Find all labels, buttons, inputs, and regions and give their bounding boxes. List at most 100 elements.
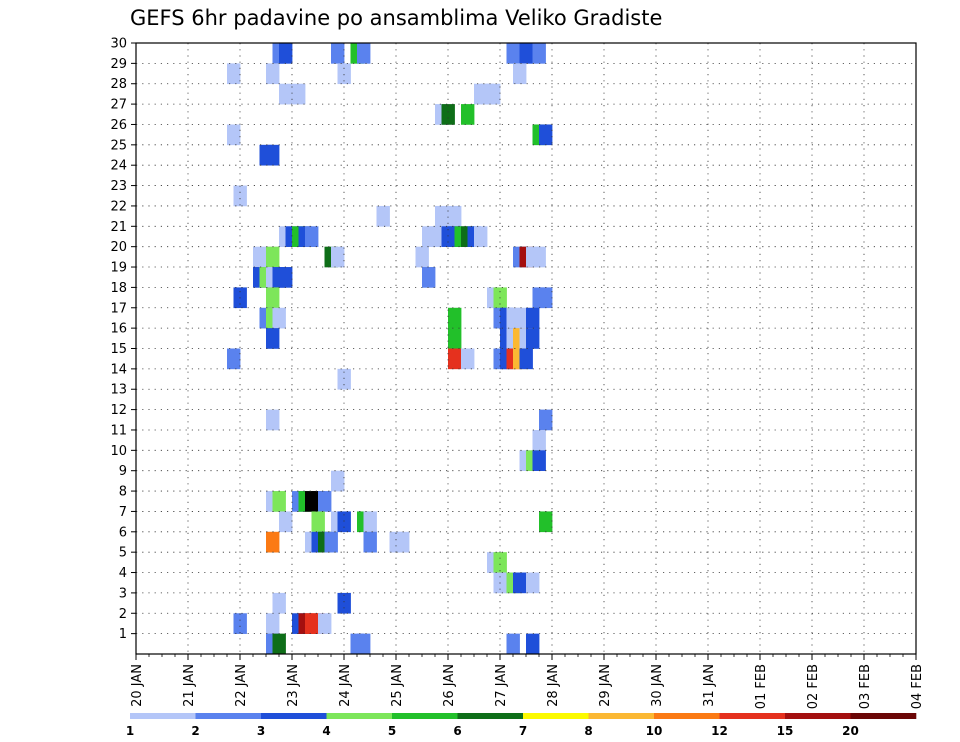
x-tick-label: 04 FEB — [910, 664, 925, 709]
y-tick-label: 1 — [119, 627, 127, 642]
y-tick-label: 10 — [110, 444, 127, 459]
heatmap-cell — [318, 491, 332, 512]
x-tick-label: 03 FEB — [858, 664, 873, 709]
heatmap-cell — [266, 287, 280, 309]
x-tick-label: 21 JAN — [182, 664, 197, 707]
x-tick-label: 24 JAN — [338, 664, 353, 707]
heatmap-cell — [272, 633, 286, 655]
legend-swatch — [326, 713, 393, 719]
legend-swatch — [588, 713, 655, 719]
heatmap-cell — [435, 205, 449, 227]
legend-swatch — [392, 713, 458, 719]
y-tick-label: 20 — [110, 240, 127, 255]
heatmap-cell — [539, 409, 553, 431]
heatmap-cell — [337, 368, 351, 390]
heatmap-cell — [318, 613, 332, 634]
y-tick-label: 9 — [119, 464, 127, 479]
heatmap-cell — [311, 511, 325, 533]
y-tick-label: 21 — [110, 220, 127, 235]
heatmap-cell — [279, 267, 293, 288]
heatmap-cell — [227, 348, 241, 370]
y-tick-label: 29 — [110, 57, 127, 72]
y-tick-label: 2 — [119, 607, 127, 622]
legend-swatch — [523, 713, 589, 719]
y-tick-label: 3 — [119, 586, 127, 601]
heatmap-cell — [448, 307, 462, 329]
legend-swatch — [195, 713, 262, 719]
heatmap-cell — [357, 43, 371, 64]
y-tick-label: 15 — [110, 342, 127, 357]
heatmap-cell — [461, 348, 475, 370]
x-tick-label: 29 JAN — [598, 664, 613, 707]
y-tick-label: 16 — [110, 322, 127, 337]
legend-swatch — [719, 713, 786, 719]
y-tick-label: 5 — [119, 546, 127, 561]
y-tick-label: 13 — [110, 383, 127, 398]
heatmap-cell — [526, 572, 540, 594]
heatmap-cell — [272, 491, 286, 512]
heatmap-cell — [539, 511, 553, 533]
heatmap-cell — [279, 43, 293, 64]
x-tick-label: 27 JAN — [494, 664, 509, 707]
y-tick-label: 11 — [110, 423, 127, 438]
x-tick-label: 31 JAN — [702, 664, 717, 707]
y-tick-label: 6 — [119, 525, 127, 540]
y-axis: 1234567891011121314151617181920212223242… — [110, 37, 136, 642]
y-tick-label: 12 — [110, 403, 127, 418]
heatmap-cell — [506, 633, 520, 655]
heatmap-cell — [363, 531, 377, 553]
heatmap-cell — [428, 226, 442, 247]
heatmap-cell — [422, 267, 436, 288]
legend-label: 20 — [842, 724, 859, 738]
heatmap-cell — [506, 43, 520, 64]
y-tick-label: 14 — [110, 362, 127, 377]
heatmap-cell — [532, 246, 546, 268]
heatmap-cell — [519, 348, 533, 370]
legend-label: 2 — [191, 724, 199, 738]
cells-layer — [227, 43, 553, 655]
heatmap-cell — [266, 531, 280, 553]
heatmap-cell — [272, 307, 286, 329]
y-tick-label: 25 — [110, 138, 127, 153]
legend-label: 7 — [519, 724, 527, 738]
heatmap-cell — [279, 83, 293, 105]
heatmap-cell — [532, 429, 546, 451]
legend-swatch — [457, 713, 524, 719]
heatmap-cell — [376, 205, 390, 227]
legend-label: 3 — [257, 724, 265, 738]
legend-swatch — [785, 713, 851, 719]
heatmap-cell — [532, 450, 546, 471]
heatmap-cell — [448, 205, 462, 227]
y-tick-label: 4 — [119, 566, 127, 581]
legend-label: 5 — [388, 724, 396, 738]
legend-label: 15 — [777, 724, 794, 738]
x-axis: 20 JAN 21 JAN 22 JAN 23 JAN 24 JAN 25 JAN 26 J… — [130, 654, 925, 709]
heatmap-cell — [526, 328, 540, 349]
heatmap-cell — [448, 348, 462, 370]
heatmap-cell — [337, 511, 351, 533]
heatmap-cell — [253, 246, 267, 268]
heatmap-cell — [266, 328, 280, 349]
heatmap-cell — [526, 633, 540, 655]
x-tick-label: 23 JAN — [286, 664, 301, 707]
y-tick-label: 8 — [119, 485, 127, 500]
heatmap-cell — [324, 531, 338, 553]
y-tick-label: 24 — [110, 159, 127, 174]
legend-label: 12 — [711, 724, 728, 738]
x-tick-label: 30 JAN — [650, 664, 665, 707]
heatmap-cell — [461, 104, 475, 125]
x-tick-label: 20 JAN — [130, 664, 145, 707]
heatmap-cell — [493, 552, 507, 573]
heatmap-cell — [441, 104, 455, 125]
x-tick-label: 26 JAN — [442, 664, 457, 707]
heatmap-cell — [519, 43, 533, 64]
heatmap-cell — [331, 246, 345, 268]
legend-swatch — [261, 713, 327, 719]
heatmap-cell — [227, 63, 241, 85]
heatmap-cell — [474, 226, 488, 247]
legend-swatch — [850, 713, 917, 719]
heatmap-cell — [513, 572, 527, 594]
heatmap-cell — [266, 246, 280, 268]
heatmap-cell — [266, 409, 280, 431]
